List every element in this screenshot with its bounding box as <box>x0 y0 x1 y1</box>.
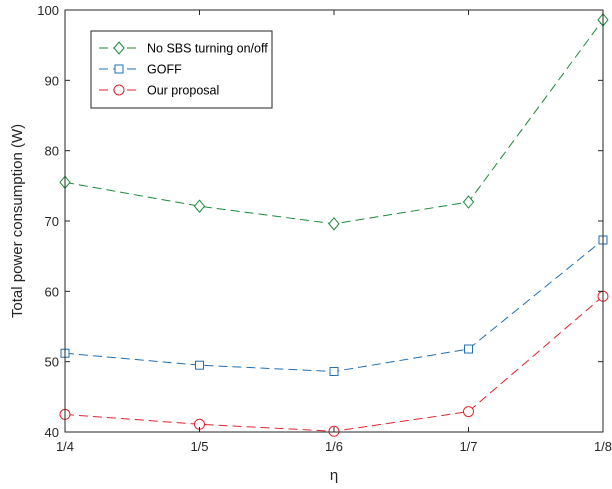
y-tick-label: 40 <box>45 425 59 440</box>
legend-marker <box>113 84 125 96</box>
legend: No SBS turning on/off GOFF Our proposal <box>90 30 273 109</box>
legend-entry: GOFF <box>99 63 182 77</box>
y-tick-label: 50 <box>45 355 59 370</box>
series-line <box>64 295 604 432</box>
data-point <box>464 344 473 354</box>
series-line <box>64 239 604 373</box>
data-point <box>195 360 204 370</box>
legend-marker <box>113 41 125 55</box>
legend-entry: No SBS turning on/off <box>99 41 268 56</box>
series-circle <box>59 290 609 437</box>
legend-label: No SBS turning on/off <box>147 42 268 56</box>
x-axis-label: η <box>330 467 338 484</box>
y-tick-label: 70 <box>45 214 59 229</box>
x-tick-label: 1/8 <box>594 439 612 454</box>
y-tick-label: 90 <box>45 73 59 88</box>
data-point <box>328 217 340 231</box>
legend-label: Our proposal <box>147 84 219 98</box>
y-tick-label: 60 <box>45 284 59 299</box>
x-tick-label: 1/6 <box>325 439 343 454</box>
data-point <box>193 199 206 214</box>
ticks-layer: 1/4 1/5 1/6 1/7 1/8 40 50 60 70 80 90 100 <box>37 3 612 454</box>
data-point <box>462 195 475 209</box>
y-axis-label: Total power consumption (W) <box>9 124 26 318</box>
data-point <box>463 406 474 418</box>
legend-marker <box>114 64 124 74</box>
x-tick-label: 1/5 <box>190 439 208 454</box>
legend-label: GOFF <box>147 63 182 77</box>
x-tick-label: 1/7 <box>459 439 477 454</box>
y-tick-label: 100 <box>37 3 59 18</box>
legend-entry: Our proposal <box>99 84 219 98</box>
x-tick-label: 1/4 <box>56 439 74 454</box>
data-point <box>329 367 339 377</box>
y-tick-label: 80 <box>45 144 59 159</box>
series-square <box>60 235 608 377</box>
